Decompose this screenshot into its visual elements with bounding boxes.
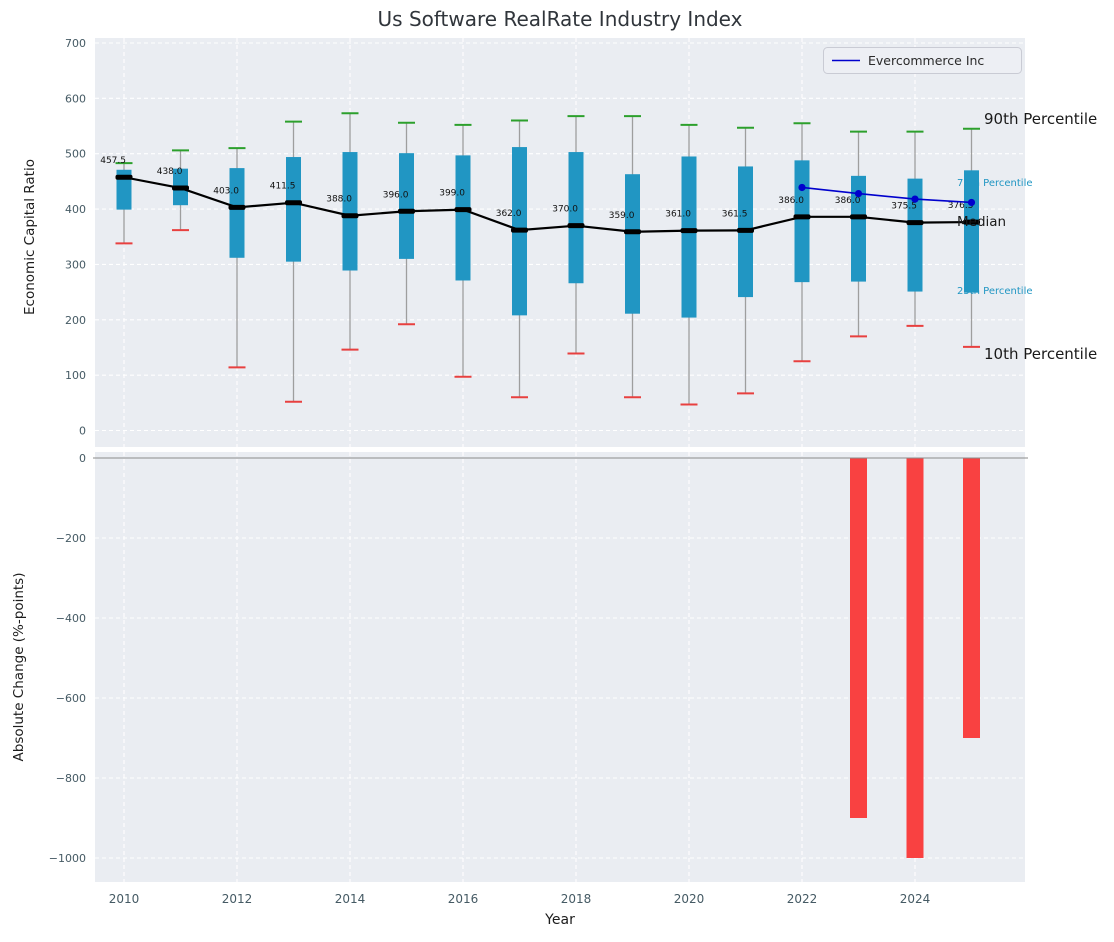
median-marker xyxy=(454,207,472,213)
evercommerce-marker xyxy=(854,189,863,198)
x-tick-label: 2016 xyxy=(448,892,479,906)
percentile-annotation: 25th Percentile xyxy=(957,286,1033,297)
x-tick-label: 2018 xyxy=(561,892,592,906)
median-marker xyxy=(341,213,359,219)
median-value-label: 370.0 xyxy=(552,205,578,215)
median-marker xyxy=(567,223,585,229)
bottom-y-tick-label: 0 xyxy=(79,452,86,465)
x-tick-label: 2020 xyxy=(674,892,705,906)
legend-box xyxy=(823,47,1022,74)
x-tick-label: 2024 xyxy=(900,892,931,906)
evercommerce-marker xyxy=(798,183,806,192)
median-marker xyxy=(850,214,867,220)
x-axis-label: Year xyxy=(545,912,575,928)
bottom-y-tick-label: −600 xyxy=(56,692,86,705)
top-y-tick-label: 0 xyxy=(79,425,86,438)
median-value-label: 359.0 xyxy=(609,211,635,221)
top-y-tick-label: 200 xyxy=(65,314,86,327)
top-y-tick-label: 100 xyxy=(65,369,86,382)
median-value-label: 361.0 xyxy=(665,210,691,220)
x-tick-label: 2022 xyxy=(787,892,818,906)
median-value-label: 411.5 xyxy=(270,182,296,192)
median-value-label: 362.0 xyxy=(496,209,522,219)
bottom-y-tick-label: −400 xyxy=(56,612,86,625)
change-bar xyxy=(850,458,867,818)
chart-title: Us Software RealRate Industry Index xyxy=(377,7,743,31)
evercommerce-line xyxy=(801,186,972,204)
iqr-box xyxy=(851,175,866,282)
iqr-box xyxy=(625,174,640,314)
median-value-label: 376.5 xyxy=(948,201,974,211)
change-bar xyxy=(963,458,980,738)
top-y-tick-label: 700 xyxy=(65,37,86,50)
iqr-box xyxy=(964,170,979,293)
iqr-box xyxy=(794,160,810,283)
median-marker xyxy=(793,214,811,220)
percentile-annotation: 10th Percentile xyxy=(984,345,1097,363)
median-value-label: 396.0 xyxy=(383,190,409,200)
percentile-annotation: 90th Percentile xyxy=(984,110,1097,128)
x-tick-label: 2012 xyxy=(222,892,253,906)
median-line xyxy=(123,176,972,233)
median-marker xyxy=(624,229,641,235)
bottom-y-tick-label: −800 xyxy=(56,772,86,785)
top-y-tick-label: 400 xyxy=(65,203,86,216)
median-value-label: 361.5 xyxy=(722,209,748,219)
median-marker xyxy=(285,200,302,206)
median-marker xyxy=(906,220,924,226)
change-bar xyxy=(906,458,924,858)
iqr-box xyxy=(399,153,414,259)
bottom-y-tick-label: −1000 xyxy=(49,852,86,865)
legend-label: Evercommerce Inc xyxy=(868,53,984,68)
median-marker xyxy=(737,227,754,233)
median-marker xyxy=(115,174,133,180)
bottom-plot-background xyxy=(95,452,1025,882)
iqr-box xyxy=(229,168,245,258)
x-tick-label: 2010 xyxy=(109,892,140,906)
median-value-label: 375.5 xyxy=(891,202,917,212)
median-marker xyxy=(228,204,246,210)
top-y-tick-label: 600 xyxy=(65,92,86,105)
top-y-tick-label: 500 xyxy=(65,148,86,161)
top-y-axis-label: Economic Capital Ratio xyxy=(22,159,38,315)
evercommerce-marker xyxy=(967,198,976,207)
median-marker xyxy=(680,228,698,234)
median-value-label: 386.0 xyxy=(835,196,861,206)
top-y-tick-label: 300 xyxy=(65,258,86,271)
median-marker xyxy=(172,185,189,191)
x-tick-label: 2014 xyxy=(335,892,366,906)
median-marker xyxy=(963,219,980,225)
median-value-label: 388.0 xyxy=(326,195,352,205)
median-value-label: 438.0 xyxy=(157,167,183,177)
median-value-label: 386.0 xyxy=(778,196,804,206)
percentile-annotation: Median xyxy=(957,214,1006,230)
bottom-y-axis-label: Absolute Change (%-points) xyxy=(11,572,27,762)
iqr-box xyxy=(286,157,301,262)
median-marker xyxy=(511,227,528,233)
percentile-annotation: 75th Percentile xyxy=(957,178,1033,189)
iqr-box xyxy=(568,152,584,284)
median-value-label: 403.0 xyxy=(213,186,239,196)
iqr-box xyxy=(342,152,358,271)
median-value-label: 399.0 xyxy=(439,189,465,199)
top-plot-background xyxy=(95,38,1025,447)
iqr-box xyxy=(455,155,471,281)
median-value-label: 457.5 xyxy=(100,156,126,166)
evercommerce-marker xyxy=(911,195,919,203)
median-marker xyxy=(398,208,415,214)
bottom-y-tick-label: −200 xyxy=(56,532,86,545)
iqr-box xyxy=(907,178,923,292)
iqr-box xyxy=(681,156,697,318)
